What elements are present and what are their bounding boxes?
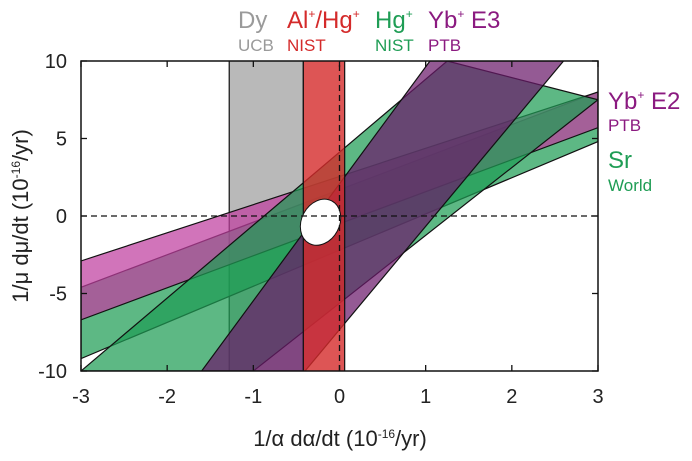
combined-constraint-ellipse xyxy=(299,198,342,246)
reference-lines xyxy=(81,61,598,371)
legend-top: Dy UCB Al+/Hg+ NIST Hg+ NIST Yb+ E3 PTB xyxy=(238,7,500,55)
y-axis-label: 1/μ dμ/dt (10-16/yr) xyxy=(8,129,33,303)
legend-yb-e3-label: Yb+ E3 xyxy=(428,7,500,34)
legend-hg-label: Hg+ xyxy=(375,7,413,34)
legend-yb-e2-label: Yb+ E2 xyxy=(608,88,680,115)
legend-dy-label: Dy xyxy=(238,7,267,34)
x-tick-label: 3 xyxy=(592,386,603,408)
x-tick-label: -1 xyxy=(244,386,262,408)
legend-yb-e2-source: PTB xyxy=(608,116,641,135)
legend-alhg-source: NIST xyxy=(287,36,326,55)
legend-sr-label: Sr xyxy=(608,147,632,174)
y-tick-label: 0 xyxy=(56,206,67,228)
legend-sr-source: World xyxy=(608,176,652,195)
x-axis-label: 1/α dα/dt (10-16/yr) xyxy=(253,426,427,451)
y-tick-label: -10 xyxy=(38,361,67,383)
legend-hg-source: NIST xyxy=(375,36,414,55)
x-tick-label: -2 xyxy=(158,386,176,408)
legend-dy-source: UCB xyxy=(238,36,274,55)
legend-right: Yb+ E2 PTB Sr World xyxy=(608,88,680,195)
y-tick-label: 10 xyxy=(45,51,67,73)
y-tick-label: 5 xyxy=(56,129,67,151)
x-tick-label: 2 xyxy=(506,386,517,408)
x-tick-label: -3 xyxy=(72,386,90,408)
x-tick-label: 0 xyxy=(334,386,345,408)
legend-yb-e3-source: PTB xyxy=(428,36,461,55)
legend-alhg-label: Al+/Hg+ xyxy=(287,7,360,34)
y-tick-label: -5 xyxy=(49,284,67,306)
x-tick-label: 1 xyxy=(420,386,431,408)
